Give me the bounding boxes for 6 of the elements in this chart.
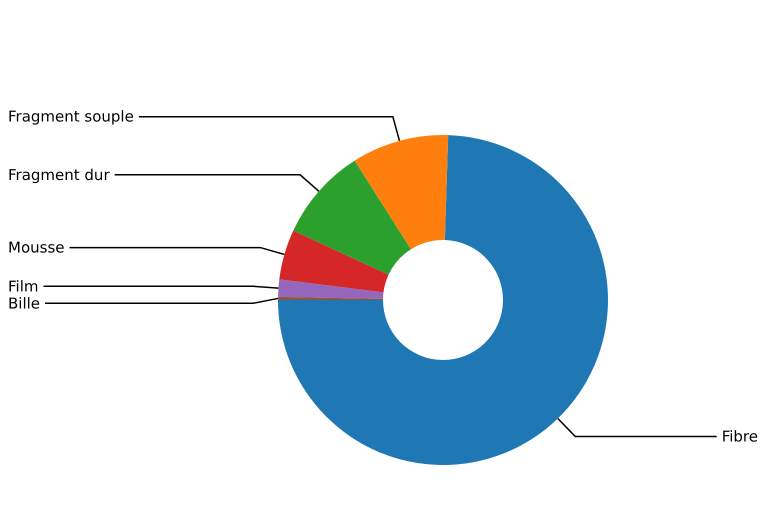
slice-label: Fibre bbox=[722, 427, 758, 446]
slice-label: Mousse bbox=[8, 238, 64, 257]
slice-label: Film bbox=[8, 277, 38, 296]
slice-label: Bille bbox=[8, 294, 40, 312]
slice-label: Fragment dur bbox=[8, 166, 110, 184]
slice-label: Fragment souple bbox=[8, 108, 134, 126]
